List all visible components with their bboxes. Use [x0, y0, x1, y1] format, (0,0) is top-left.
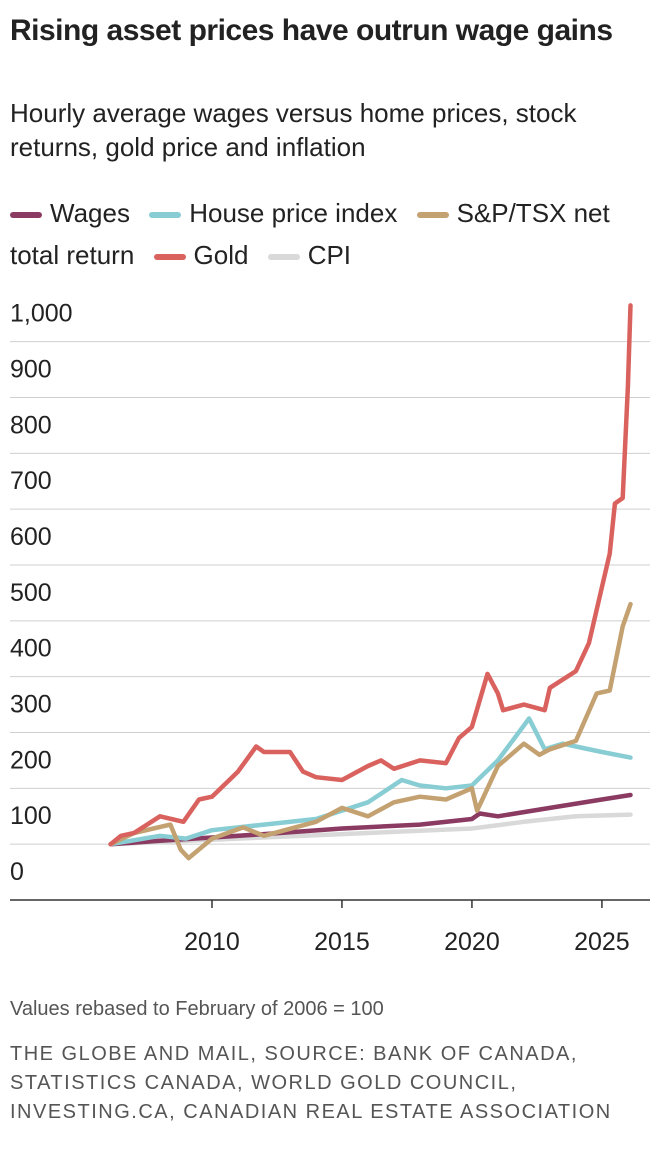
legend-swatch: [153, 254, 186, 261]
legend-entry: Gold: [153, 240, 249, 270]
series-line: [108, 792, 633, 847]
legend-entry: S&P/TSX net total return: [10, 198, 610, 270]
legend-entry: CPI: [267, 240, 352, 270]
y-tick-label: 100: [10, 802, 52, 830]
legend-label: Gold: [193, 240, 249, 270]
legend-label: House price index: [189, 198, 398, 228]
legend-swatch: [10, 212, 42, 219]
x-tick-label: 2025: [574, 928, 630, 956]
y-tick-label: 900: [10, 356, 52, 384]
legend-swatch: [149, 212, 182, 219]
y-tick-label: 500: [10, 579, 52, 607]
note: Values rebased to February of 2006 = 100: [10, 998, 384, 1020]
legend-swatch: [267, 254, 300, 261]
legend: Wages House price index S&P/TSX net tota…: [10, 192, 650, 276]
legend-label: CPI: [307, 240, 352, 270]
y-tick-label: 0: [10, 858, 24, 886]
legend-label: Wages: [50, 198, 130, 228]
x-tick-label: 2010: [184, 928, 240, 956]
chart-subtitle: Hourly average wages versus home prices,…: [10, 98, 577, 162]
legend-label: S&P/TSX net total return: [10, 198, 610, 270]
chart: 0 100 200 300 400 500 600 700 800 900 1,000 2010 201…: [10, 300, 650, 956]
y-tick-label: 200: [10, 746, 52, 774]
chart-title: Rising asset prices have outrun wage gai…: [10, 14, 613, 47]
y-tick-label: 1,000: [10, 300, 73, 328]
x-tick-label: 2015: [314, 928, 370, 956]
series-line: [108, 303, 633, 847]
legend-entry: Wages: [10, 198, 130, 228]
y-tick-label: 700: [10, 467, 52, 495]
x-tick-label: 2020: [444, 928, 500, 956]
y-tick-label: 600: [10, 523, 52, 551]
y-tick-label: 800: [10, 411, 52, 439]
y-tick-label: 400: [10, 635, 52, 663]
series-line: [108, 601, 633, 861]
legend-swatch: [416, 212, 449, 219]
source: THE GLOBE AND MAIL, SOURCE: BANK OF CANA…: [10, 1043, 612, 1123]
y-tick-label: 300: [10, 691, 52, 719]
legend-entry: House price index: [149, 198, 397, 228]
